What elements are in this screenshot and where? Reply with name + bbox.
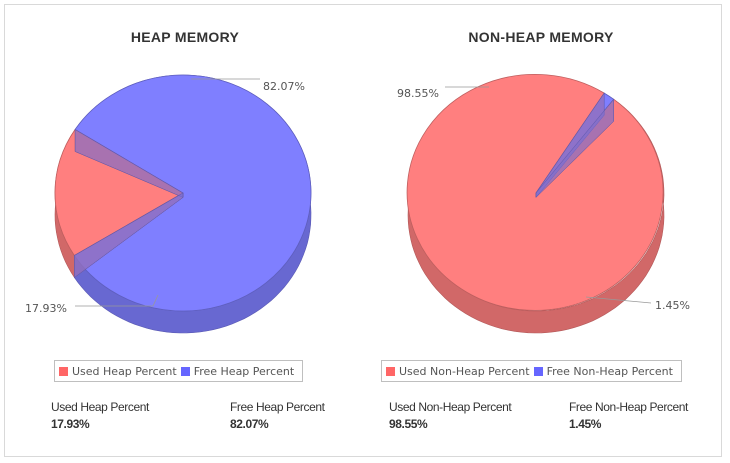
used-heap-stat-label: Used Heap Percent (51, 400, 149, 414)
pie-slice-free-heap-percent[interactable] (73, 74, 312, 312)
heap-pie-chart: 17.93% 82.07% (25, 74, 312, 334)
data-label-free-heap-percent: 82.07% (263, 80, 305, 93)
pie-labels: 17.93% 82.07% (25, 78, 305, 315)
leader-line-used-heap-percent (75, 294, 159, 307)
used-nonheap-stat-label: Used Non-Heap Percent (389, 400, 512, 414)
free-nonheap-swatch (533, 366, 543, 376)
data-label-used-heap-percent: 17.93% (25, 302, 67, 315)
used-nonheap-stat-value: 98.55% (389, 417, 428, 431)
free-nonheap-stat-value: 1.45% (569, 417, 602, 431)
free-nonheap-stat: Free Non-Heap Percent 1.45% (569, 400, 688, 431)
legend-item-used-nonheap[interactable]: Used Non-Heap Percent (386, 365, 530, 378)
legend-label-free-nonheap: Free Non-Heap Percent (546, 364, 673, 378)
free-heap-stat: Free Heap Percent 82.07% (230, 400, 325, 431)
legend-label-used-nonheap: Used Non-Heap Percent (399, 364, 530, 378)
used-heap-swatch (59, 366, 68, 376)
pie-slices (406, 74, 664, 311)
used-heap-stat-value: 17.93% (51, 417, 90, 431)
heap-chart-panel: HEAP MEMORY 17.93% 82.07% Used Heap Perce… (5, 5, 365, 456)
free-nonheap-stat-label: Free Non-Heap Percent (569, 400, 688, 414)
data-label-used-non-heap-percent: 98.55% (397, 87, 439, 100)
legend-item-free-heap[interactable]: Free Heap Percent (180, 364, 295, 378)
used-nonheap-swatch (386, 366, 395, 376)
free-heap-stat-label: Free Heap Percent (230, 400, 325, 414)
legend-item-used-heap[interactable]: Used Heap Percent (59, 365, 177, 378)
nonheap-pie-chart: 98.55% 1.45% (397, 74, 690, 334)
nonheap-chart-title: NON-HEAP MEMORY (468, 29, 614, 45)
dashboard-frame: HEAP MEMORY 17.93% 82.07% Used Heap Perce… (4, 4, 722, 457)
used-heap-stat: Used Heap Percent 17.93% (51, 400, 149, 431)
free-heap-swatch (180, 366, 190, 376)
legend-label-used-heap: Used Heap Percent (72, 364, 177, 378)
legend-item-free-nonheap[interactable]: Free Non-Heap Percent (533, 364, 673, 378)
heap-legend: Used Heap Percent Free Heap Percent (54, 360, 304, 382)
heap-chart-title: HEAP MEMORY (130, 29, 240, 45)
pie-slice-used-non-heap-percent[interactable] (406, 74, 664, 311)
pie-cut-face-free-non-heap-percent-1 (535, 98, 614, 198)
pie-slice-used-heap-percent[interactable] (54, 128, 184, 257)
leader-line-free-non-heap-percent (585, 296, 652, 304)
pie-labels: 98.55% 1.45% (397, 86, 690, 312)
nonheap-chart-panel: NON-HEAP MEMORY 98.55% 1.45% Used Non-Hea… (361, 5, 721, 456)
data-label-free-non-heap-percent: 1.45% (655, 299, 690, 312)
legend-label-free-heap: Free Heap Percent (193, 364, 295, 378)
pie-slices (54, 74, 312, 312)
pie-cut-face-free-heap-percent-1 (74, 192, 184, 278)
free-heap-stat-value: 82.07% (230, 417, 269, 431)
used-nonheap-stat: Used Non-Heap Percent 98.55% (389, 400, 512, 431)
nonheap-legend: Used Non-Heap Percent Free Non-Heap Perc… (381, 360, 682, 382)
